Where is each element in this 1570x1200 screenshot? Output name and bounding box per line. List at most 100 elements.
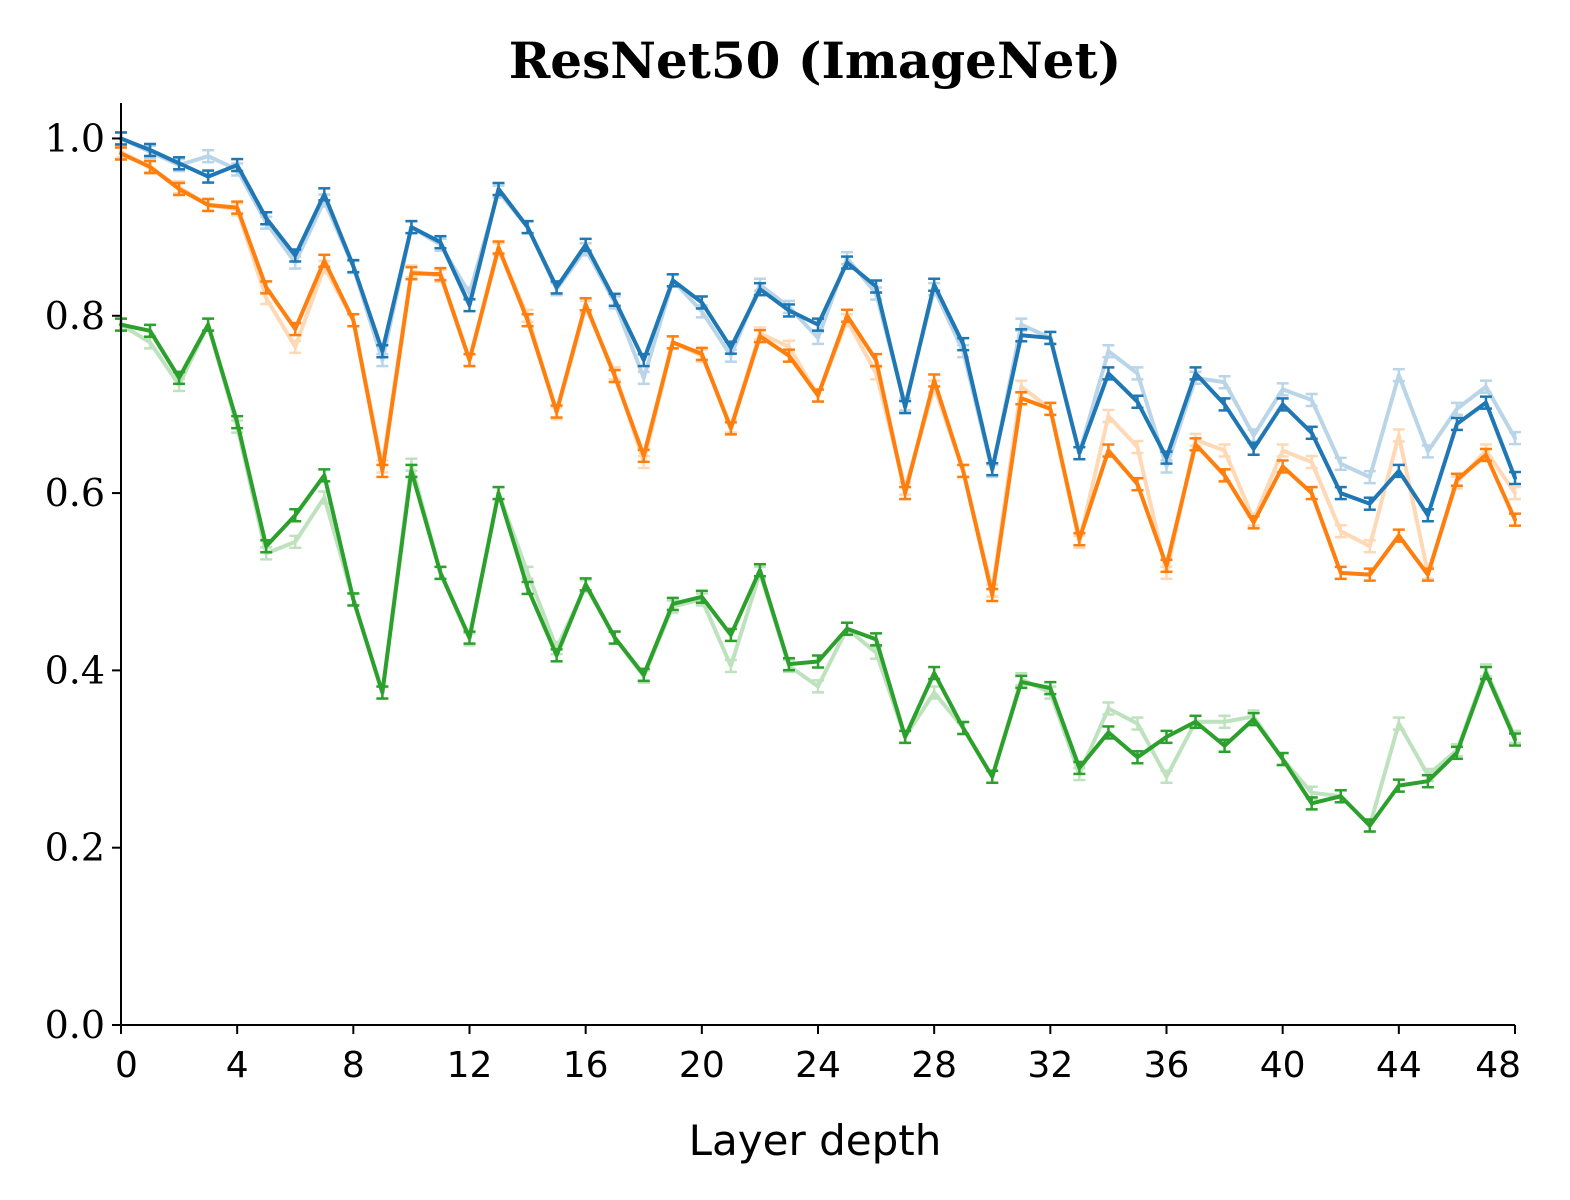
data-point bbox=[521, 219, 534, 235]
data-point bbox=[782, 348, 795, 363]
data-point bbox=[289, 534, 302, 550]
data-point bbox=[812, 679, 824, 694]
data-point bbox=[1131, 476, 1144, 492]
data-point bbox=[1305, 454, 1318, 470]
data-point bbox=[1334, 485, 1347, 501]
data-point bbox=[231, 200, 244, 215]
data-point bbox=[724, 627, 737, 643]
data-point bbox=[841, 621, 854, 636]
data-point bbox=[550, 404, 563, 419]
data-point bbox=[1044, 680, 1057, 696]
data-point bbox=[1131, 394, 1144, 410]
data-point bbox=[173, 181, 186, 197]
data-point bbox=[986, 461, 999, 477]
data-point bbox=[928, 277, 941, 292]
data-point bbox=[957, 720, 970, 736]
data-point bbox=[1218, 738, 1231, 753]
x-ticks: 0 4 8 12 16 20 24 28 32 36 40 44 48 bbox=[115, 1025, 1521, 1086]
data-point bbox=[1305, 485, 1318, 501]
data-point bbox=[579, 296, 592, 312]
data-point bbox=[1363, 496, 1376, 511]
data-point bbox=[231, 414, 244, 430]
data-point bbox=[1189, 437, 1202, 452]
data-point bbox=[899, 485, 912, 501]
data-point bbox=[1276, 443, 1289, 458]
x-tick-label: 4 bbox=[226, 1045, 249, 1086]
data-point bbox=[1218, 714, 1231, 730]
x-tick-label: 16 bbox=[563, 1045, 609, 1086]
data-point bbox=[1102, 443, 1115, 458]
data-point bbox=[637, 448, 650, 464]
data-point bbox=[1276, 751, 1289, 767]
data-point bbox=[899, 729, 912, 745]
data-point bbox=[1509, 430, 1521, 446]
data-point bbox=[463, 297, 476, 313]
data-point bbox=[173, 156, 186, 171]
data-point bbox=[666, 596, 679, 612]
data-point bbox=[1479, 447, 1492, 463]
data-point bbox=[1450, 401, 1463, 417]
series-layer bbox=[115, 131, 1521, 833]
data-point bbox=[347, 312, 360, 328]
data-point bbox=[1247, 515, 1260, 530]
data-point bbox=[695, 346, 708, 362]
x-tick-label: 20 bbox=[679, 1045, 725, 1086]
data-point bbox=[1363, 818, 1376, 833]
data-point bbox=[173, 370, 186, 386]
data-point bbox=[144, 142, 157, 158]
data-point bbox=[1015, 674, 1028, 690]
data-point bbox=[1509, 732, 1521, 747]
data-point bbox=[1392, 463, 1405, 479]
data-point bbox=[550, 648, 563, 663]
data-point bbox=[376, 685, 389, 700]
data-point bbox=[1509, 485, 1521, 501]
data-point bbox=[1073, 760, 1086, 776]
data-point bbox=[812, 317, 824, 332]
data-point bbox=[1363, 469, 1376, 485]
data-point bbox=[289, 507, 302, 523]
data-point bbox=[202, 197, 215, 213]
data-point bbox=[1218, 375, 1231, 390]
x-tick-label: 8 bbox=[342, 1045, 365, 1086]
data-point bbox=[1479, 379, 1492, 394]
data-point bbox=[1392, 428, 1405, 443]
x-tick-label: 24 bbox=[795, 1045, 841, 1086]
data-point bbox=[986, 769, 999, 785]
data-point bbox=[899, 399, 912, 415]
data-point bbox=[957, 463, 970, 479]
data-point bbox=[1044, 330, 1057, 346]
data-point bbox=[376, 463, 389, 479]
data-point bbox=[1334, 789, 1347, 804]
x-tick-label: 12 bbox=[447, 1045, 493, 1086]
data-point bbox=[492, 485, 505, 501]
data-point bbox=[1509, 470, 1521, 486]
data-point bbox=[1160, 558, 1173, 574]
data-point bbox=[1102, 725, 1115, 740]
data-point bbox=[1102, 408, 1115, 424]
data-point bbox=[434, 234, 447, 250]
data-point bbox=[1421, 507, 1434, 523]
data-point bbox=[608, 630, 621, 645]
data-point bbox=[1131, 439, 1144, 455]
data-point bbox=[405, 463, 418, 479]
data-point bbox=[289, 339, 302, 355]
data-point bbox=[521, 312, 534, 328]
data-point bbox=[986, 587, 999, 603]
data-point bbox=[753, 562, 766, 578]
x-tick-label: 32 bbox=[1027, 1045, 1073, 1086]
data-point bbox=[318, 468, 331, 483]
data-point bbox=[1015, 390, 1028, 406]
y-tick-label: 1.0 bbox=[45, 116, 105, 160]
data-point bbox=[841, 255, 854, 270]
data-point bbox=[318, 253, 331, 269]
data-point bbox=[492, 181, 505, 197]
data-point bbox=[550, 280, 563, 295]
data-point bbox=[434, 565, 447, 581]
x-tick-label: 40 bbox=[1260, 1045, 1306, 1086]
series-blue-faded bbox=[115, 131, 1521, 485]
data-point bbox=[782, 656, 795, 672]
data-point bbox=[1160, 769, 1173, 785]
data-point bbox=[1305, 392, 1318, 408]
x-axis-label: Layer depth bbox=[689, 1116, 942, 1165]
